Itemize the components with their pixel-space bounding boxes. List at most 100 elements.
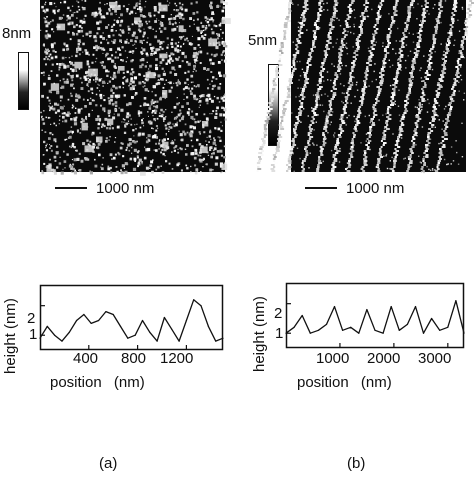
- afm-step-line: [373, 26, 376, 28]
- afm-step-line: [377, 168, 380, 170]
- afm-step-line: [407, 166, 411, 168]
- afm-speckle: [428, 102, 430, 105]
- afm-step-line: [344, 104, 347, 106]
- afm-speckle: [443, 158, 446, 161]
- afm-step-line: [287, 14, 290, 16]
- afm-grain: [188, 108, 190, 110]
- afm-speckle: [461, 6, 464, 9]
- afm-step-line: [265, 116, 270, 118]
- afm-step-line: [443, 130, 446, 132]
- afm-speckle: [463, 99, 465, 101]
- afm-grain: [52, 49, 55, 53]
- afm-grain: [160, 21, 162, 23]
- afm-step-line: [339, 124, 343, 126]
- afm-step-line: [435, 18, 440, 20]
- afm-grain: [102, 52, 104, 54]
- afm-step-line: [374, 32, 378, 34]
- afm-step-line: [360, 168, 364, 170]
- afm-speckle: [313, 144, 315, 146]
- afm-grain: [75, 149, 78, 152]
- afm-step-line: [288, 12, 291, 14]
- afm-grain: [93, 35, 97, 39]
- afm-grain: [165, 127, 168, 130]
- afm-step-line: [387, 118, 392, 120]
- afm-grain: [86, 158, 90, 161]
- afm-step-line: [382, 132, 385, 134]
- afm-step-line: [281, 120, 284, 122]
- afm-grain: [114, 141, 116, 143]
- afm-grain: [138, 81, 142, 85]
- afm-step-line: [257, 168, 262, 170]
- afm-grain: [148, 12, 152, 16]
- afm-grain: [144, 6, 146, 8]
- afm-step-line: [295, 52, 300, 54]
- afm-grain: [48, 137, 51, 140]
- afm-grain: [71, 68, 75, 72]
- afm-step-line: [328, 24, 333, 26]
- afm-grain: [111, 25, 114, 28]
- afm-step-line: [399, 120, 402, 122]
- afm-grain: [124, 125, 127, 128]
- afm-step-line: [365, 78, 368, 80]
- afm-speckle: [412, 41, 415, 43]
- afm-speckle: [347, 30, 349, 33]
- afm-speckle: [444, 0, 447, 2]
- afm-step-line: [408, 158, 412, 160]
- afm-step-line: [424, 76, 428, 78]
- afm-step-line: [334, 74, 339, 76]
- afm-step-line: [324, 52, 328, 54]
- afm-grain: [146, 137, 148, 139]
- afm-speckle: [297, 4, 299, 6]
- afm-step-line: [341, 44, 346, 46]
- afm-grain: [52, 169, 56, 173]
- afm-grain: [80, 159, 84, 163]
- afm-step-line: [437, 82, 440, 84]
- afm-step-line: [410, 2, 414, 4]
- afm-step-line: [376, 100, 380, 102]
- afm-step-line: [373, 114, 378, 116]
- afm-step-line: [387, 44, 390, 46]
- afm-grain: [213, 24, 216, 27]
- afm-grain: [198, 101, 200, 103]
- afm-grain: [98, 84, 100, 86]
- height-scale-label-b: 5nm: [248, 32, 278, 49]
- afm-grain: [55, 124, 57, 127]
- afm-grain: [190, 171, 192, 173]
- afm-step-line: [336, 140, 339, 142]
- afm-grain: [142, 81, 144, 83]
- afm-grain: [114, 108, 117, 111]
- afm-grain: [123, 94, 126, 97]
- afm-grain: [56, 63, 59, 66]
- afm-step-line: [355, 54, 359, 56]
- afm-step-line: [325, 116, 330, 118]
- height-colorbar-b: [268, 64, 279, 146]
- profile-point: [447, 326, 449, 328]
- afm-grain: [186, 96, 189, 99]
- afm-cluster: [134, 17, 141, 22]
- afm-grain: [76, 94, 80, 98]
- afm-step-line: [333, 160, 338, 162]
- afm-step-line: [261, 150, 264, 152]
- afm-grain: [69, 21, 73, 25]
- afm-grain: [147, 139, 151, 142]
- afm-step-line: [301, 96, 306, 98]
- afm-speckle: [458, 52, 460, 54]
- afm-grain: [224, 171, 226, 173]
- afm-grain: [51, 105, 54, 107]
- afm-grain: [148, 107, 152, 110]
- afm-step-line: [292, 54, 297, 56]
- afm-step-line: [412, 62, 417, 64]
- afm-grain: [165, 134, 167, 136]
- afm-grain: [157, 82, 161, 85]
- afm-speckle: [440, 21, 442, 24]
- afm-speckle: [423, 171, 425, 174]
- afm-speckle: [420, 77, 423, 79]
- afm-grain: [114, 56, 117, 59]
- afm-grain: [69, 113, 71, 115]
- afm-speckle: [385, 155, 387, 157]
- afm-step-line: [318, 82, 322, 84]
- afm-step-line: [449, 34, 453, 36]
- afm-grain: [192, 43, 194, 45]
- afm-grain: [50, 149, 53, 152]
- afm-step-line: [340, 42, 344, 44]
